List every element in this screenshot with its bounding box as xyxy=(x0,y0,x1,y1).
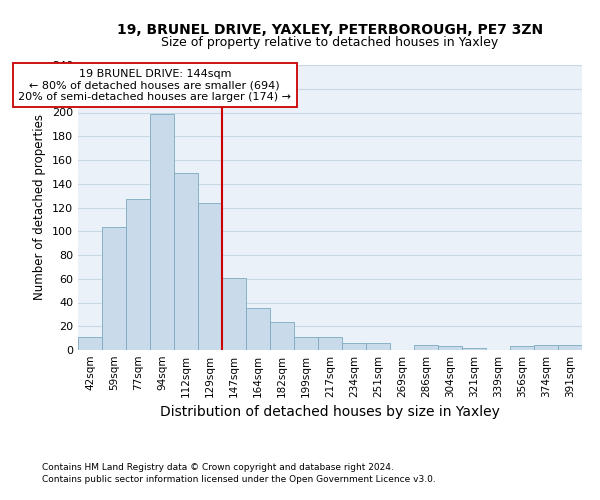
Bar xyxy=(510,346,534,350)
Bar xyxy=(462,348,486,350)
Bar xyxy=(174,173,198,350)
Text: Size of property relative to detached houses in Yaxley: Size of property relative to detached ho… xyxy=(161,36,499,49)
Bar xyxy=(150,114,174,350)
Bar xyxy=(78,337,102,350)
Bar xyxy=(294,337,318,350)
Bar xyxy=(342,343,366,350)
Bar xyxy=(414,346,438,350)
Bar xyxy=(102,226,126,350)
Text: 19, BRUNEL DRIVE, YAXLEY, PETERBOROUGH, PE7 3ZN: 19, BRUNEL DRIVE, YAXLEY, PETERBOROUGH, … xyxy=(117,22,543,36)
Text: Contains public sector information licensed under the Open Government Licence v3: Contains public sector information licen… xyxy=(42,475,436,484)
Bar xyxy=(126,199,150,350)
Y-axis label: Number of detached properties: Number of detached properties xyxy=(34,114,46,300)
Text: Contains HM Land Registry data © Crown copyright and database right 2024.: Contains HM Land Registry data © Crown c… xyxy=(42,464,394,472)
Bar xyxy=(270,322,294,350)
X-axis label: Distribution of detached houses by size in Yaxley: Distribution of detached houses by size … xyxy=(160,406,500,419)
Bar xyxy=(246,308,270,350)
Bar xyxy=(198,203,222,350)
Text: 19 BRUNEL DRIVE: 144sqm
← 80% of detached houses are smaller (694)
20% of semi-d: 19 BRUNEL DRIVE: 144sqm ← 80% of detache… xyxy=(19,68,292,102)
Bar xyxy=(222,278,246,350)
Bar xyxy=(438,346,462,350)
Bar xyxy=(534,346,558,350)
Bar xyxy=(366,343,390,350)
Bar xyxy=(558,346,582,350)
Bar xyxy=(318,337,342,350)
